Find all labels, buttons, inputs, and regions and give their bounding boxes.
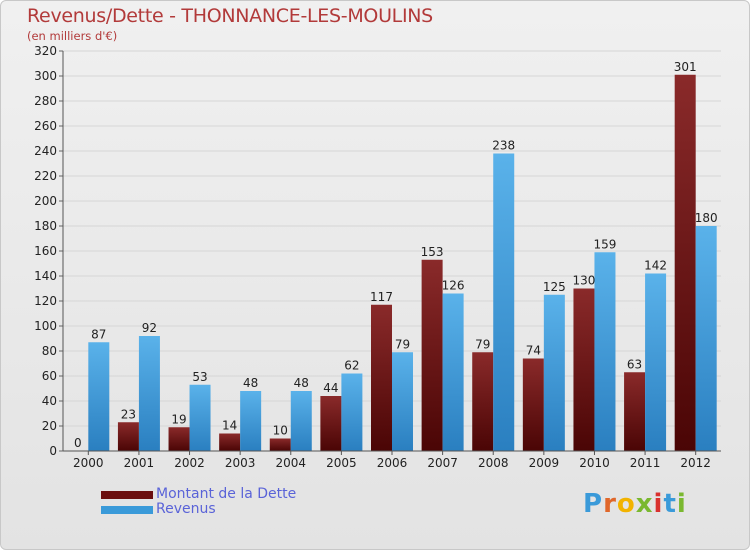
data-label-dette-2004: 10 — [273, 424, 288, 438]
data-label-revenus-2005: 62 — [344, 359, 359, 373]
x-tick-label: 2009 — [529, 456, 560, 470]
y-tick-label: 160 — [34, 244, 57, 258]
data-label-revenus-2000: 87 — [91, 327, 106, 341]
bar-dette-2002 — [168, 427, 190, 451]
data-label-dette-2001: 23 — [121, 407, 136, 421]
data-label-dette-2005: 44 — [323, 381, 338, 395]
legend-swatch-revenus — [101, 506, 153, 514]
data-label-revenus-2007: 126 — [442, 279, 465, 293]
y-tick-label: 20 — [42, 419, 57, 433]
bars — [88, 74, 717, 451]
bar-dette-2006 — [371, 304, 392, 451]
bar-revenus-2012 — [695, 226, 717, 451]
bar-revenus-2003 — [240, 391, 262, 451]
data-label-revenus-2008: 238 — [492, 139, 515, 153]
bar-dette-2011 — [624, 372, 646, 451]
chart-subtitle: (en milliers d'€) — [27, 29, 118, 43]
data-labels: 0 87 23 92 19 53 14 48 10 48 44 62 117 79 153 126 79 238 7… — [74, 60, 718, 450]
x-tick-label: 2011 — [630, 456, 661, 470]
x-tick-label: 2002 — [174, 456, 205, 470]
y-tick-label: 260 — [34, 119, 57, 133]
data-label-revenus-2006: 79 — [395, 337, 410, 351]
x-tick-label: 2003 — [225, 456, 256, 470]
bar-revenus-2006 — [392, 352, 413, 451]
data-label-revenus-2001: 92 — [142, 321, 157, 335]
data-label-revenus-2011: 142 — [644, 259, 667, 273]
bar-dette-2004 — [269, 438, 291, 451]
bar-revenus-2009 — [543, 294, 565, 451]
bar-dette-2008 — [472, 352, 494, 451]
data-label-revenus-2003: 48 — [243, 376, 258, 390]
bar-dette-2010 — [573, 288, 595, 451]
bar-revenus-2010 — [594, 252, 616, 451]
bar-revenus-2005 — [341, 373, 363, 451]
data-label-revenus-2009: 125 — [543, 280, 566, 294]
data-label-revenus-2010: 159 — [594, 237, 617, 251]
x-tick-label: 2000 — [73, 456, 104, 470]
bar-revenus-2007 — [442, 293, 464, 451]
y-tick-label: 60 — [42, 369, 57, 383]
y-tick-label: 100 — [34, 319, 57, 333]
x-tick-label: 2008 — [478, 456, 509, 470]
chart-title: Revenus/Dette - THONNANCE-LES-MOULINS — [27, 5, 433, 27]
data-label-revenus-2004: 48 — [294, 376, 309, 390]
data-label-dette-2008: 79 — [475, 337, 490, 351]
x-tick-label: 2006 — [377, 456, 408, 470]
data-label-revenus-2012: 180 — [695, 211, 718, 225]
y-tick-label: 140 — [34, 269, 57, 283]
data-label-dette-2006: 117 — [370, 290, 393, 304]
data-label-dette-2003: 14 — [222, 419, 237, 433]
x-tick-label: 2001 — [124, 456, 155, 470]
data-label-dette-2010: 130 — [573, 274, 596, 288]
x-tick-label: 2004 — [275, 456, 306, 470]
data-label-revenus-2002: 53 — [192, 370, 207, 384]
legend-swatch-dette — [101, 491, 153, 499]
data-label-dette-2009: 74 — [526, 344, 541, 358]
x-axis: 2000 2001 2002 2003 2004 2005 2006 2007 2008 2009… — [63, 450, 721, 470]
bar-dette-2009 — [522, 358, 544, 451]
bar-dette-2012 — [674, 74, 696, 451]
bar-dette-2003 — [219, 433, 241, 451]
y-tick-label: 280 — [34, 94, 57, 108]
y-tick-label: 80 — [42, 344, 57, 358]
bar-revenus-2002 — [189, 384, 211, 451]
data-label-dette-2011: 63 — [627, 357, 642, 371]
bar-revenus-2008 — [493, 153, 515, 451]
data-label-dette-2000: 0 — [74, 436, 82, 450]
bar-dette-2005 — [320, 396, 342, 451]
bar-dette-2007 — [421, 259, 443, 451]
x-tick-label: 2012 — [680, 456, 711, 470]
y-tick-label: 300 — [34, 69, 57, 83]
bar-revenus-2011 — [645, 273, 667, 451]
y-tick-label: 40 — [42, 394, 57, 408]
x-tick-label: 2005 — [326, 456, 357, 470]
y-tick-label: 200 — [34, 194, 57, 208]
bar-revenus-2000 — [88, 342, 110, 451]
x-tick-label: 2007 — [427, 456, 458, 470]
y-tick-label: 220 — [34, 169, 57, 183]
y-tick-label: 320 — [34, 44, 57, 58]
legend-label-revenus: Revenus — [156, 501, 216, 517]
legend-label-dette: Montant de la Dette — [156, 486, 297, 502]
y-tick-label: 240 — [34, 144, 57, 158]
y-axis: 0 20 40 60 80 100 120 140 160 180 200 220 240 260 280 3… — [34, 44, 64, 458]
proxiti-logo: Proxiti — [583, 489, 687, 519]
data-label-dette-2007: 153 — [421, 245, 444, 259]
y-tick-label: 0 — [49, 444, 57, 458]
y-tick-label: 120 — [34, 294, 57, 308]
data-label-dette-2002: 19 — [171, 412, 186, 426]
data-label-dette-2012: 301 — [674, 60, 697, 74]
bar-revenus-2001 — [138, 336, 160, 451]
y-tick-label: 180 — [34, 219, 57, 233]
bar-revenus-2004 — [290, 391, 312, 451]
bar-dette-2001 — [117, 422, 139, 451]
x-tick-label: 2010 — [579, 456, 610, 470]
